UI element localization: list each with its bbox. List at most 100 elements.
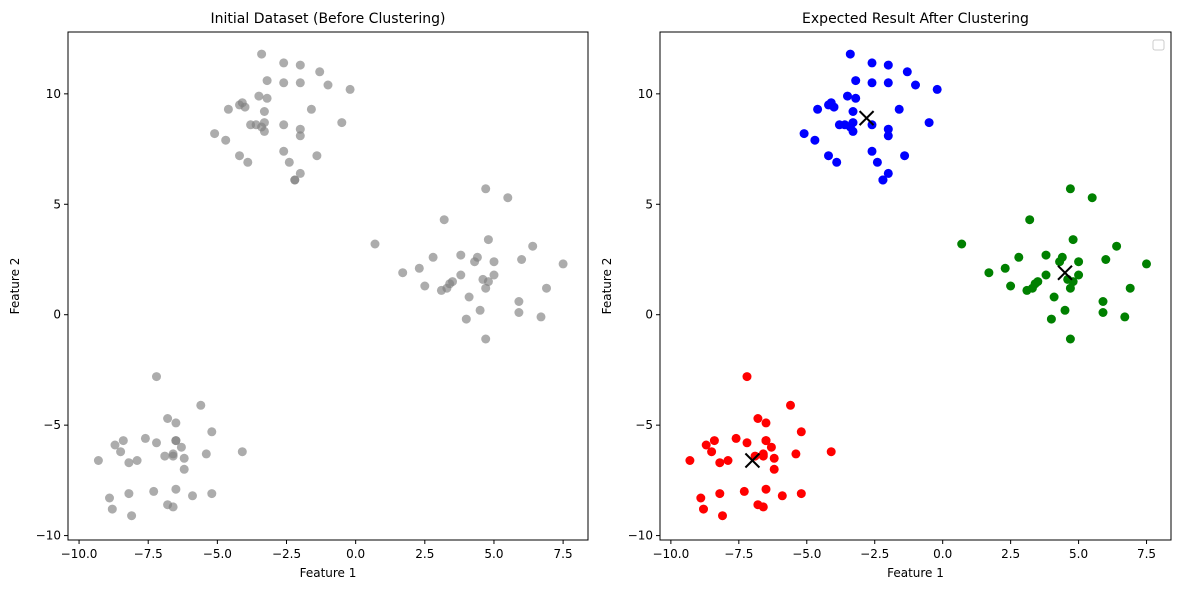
x-tick-label: 5.0 xyxy=(1069,547,1088,561)
data-point xyxy=(470,257,480,267)
data-point xyxy=(517,255,527,264)
y-tick-label: 5 xyxy=(53,197,61,211)
x-tick-label: −7.5 xyxy=(724,547,753,561)
data-point xyxy=(872,157,882,167)
data-point xyxy=(761,418,771,428)
chart-panel-1: −10.0 −7.5 −5.0 −2.5 0.0 2.5 5.0 7.5 −10 −5 0 5 10 In… xyxy=(8,11,589,580)
data-point xyxy=(766,442,776,452)
data-point xyxy=(758,451,768,461)
data-point xyxy=(1074,270,1084,280)
data-point xyxy=(176,442,186,452)
data-point xyxy=(834,120,844,130)
data-point xyxy=(1046,314,1056,324)
data-point xyxy=(428,252,438,262)
y-tick-label: 10 xyxy=(46,87,61,101)
x-tick-label: −2.5 xyxy=(272,547,301,561)
data-point xyxy=(826,447,836,457)
x-tick-label: 5.0 xyxy=(484,547,503,561)
data-point xyxy=(295,131,305,141)
data-point xyxy=(932,84,942,94)
y-tick-label: 5 xyxy=(645,197,653,211)
x-axis-label: Feature 1 xyxy=(887,566,944,580)
data-point xyxy=(489,270,499,280)
data-point xyxy=(279,120,289,130)
data-point xyxy=(1006,281,1016,291)
data-point xyxy=(118,436,128,446)
data-point xyxy=(235,151,244,161)
data-point xyxy=(237,447,247,457)
y-tick-label: 0 xyxy=(645,308,653,322)
data-point xyxy=(685,456,695,465)
data-point xyxy=(796,489,806,499)
data-point xyxy=(718,511,727,521)
data-point xyxy=(845,49,855,59)
data-point xyxy=(1065,184,1075,194)
data-point xyxy=(1025,215,1035,225)
y-tick-label: −10 xyxy=(36,529,61,543)
data-point xyxy=(207,489,217,499)
x-axis-label: Feature 1 xyxy=(300,566,357,580)
data-point xyxy=(420,281,430,291)
data-point xyxy=(116,447,126,457)
x-tick-label: 7.5 xyxy=(554,547,573,561)
data-point xyxy=(461,314,471,324)
x-tick-label: 0.0 xyxy=(346,547,365,561)
data-point xyxy=(739,486,749,496)
data-point xyxy=(796,427,806,437)
data-point xyxy=(481,283,491,293)
data-point xyxy=(168,451,178,461)
series-1 xyxy=(799,49,942,185)
data-point xyxy=(1049,292,1059,302)
data-point xyxy=(810,135,820,145)
data-point xyxy=(902,67,912,77)
x-tick-label: −5.0 xyxy=(792,547,821,561)
axes-frame xyxy=(659,31,1172,541)
data-point xyxy=(851,76,861,86)
data-point xyxy=(1142,259,1151,269)
data-point xyxy=(761,484,771,494)
data-point xyxy=(149,486,159,496)
data-point xyxy=(911,80,920,90)
data-point xyxy=(769,453,779,463)
data-point xyxy=(1068,235,1078,245)
data-point xyxy=(558,259,568,269)
data-point xyxy=(851,93,861,103)
data-point xyxy=(883,78,893,88)
data-point xyxy=(848,126,858,136)
data-point xyxy=(900,151,910,161)
data-point xyxy=(883,124,893,134)
data-point xyxy=(843,91,852,101)
data-point xyxy=(439,215,449,225)
data-point xyxy=(1000,263,1010,273)
data-point xyxy=(290,175,300,185)
data-point xyxy=(867,146,877,156)
chart-panel-2: −10.0 −7.5 −5.0 −2.5 0.0 2.5 5.0 7.5 −10 −5 0 5 10 Ex… xyxy=(600,11,1172,580)
chart-title: Expected Result After Clustering xyxy=(802,11,1029,27)
data-point xyxy=(107,504,117,514)
data-point xyxy=(456,250,466,260)
data-point xyxy=(867,58,877,68)
data-point xyxy=(279,78,289,88)
data-point xyxy=(878,175,888,185)
data-point xyxy=(483,235,493,245)
axes-frame xyxy=(67,31,589,541)
data-point xyxy=(284,157,294,167)
data-point xyxy=(731,433,741,443)
y-tick-label: −10 xyxy=(628,529,653,543)
x-tick-label: −10.0 xyxy=(61,547,98,561)
data-point xyxy=(337,118,347,128)
data-point xyxy=(883,131,893,141)
x-tick-label: 7.5 xyxy=(1137,547,1156,561)
y-tick-label: −5 xyxy=(635,418,653,432)
data-point xyxy=(750,451,760,461)
x-tick-label: −5.0 xyxy=(203,547,232,561)
data-point xyxy=(257,49,267,59)
data-point xyxy=(528,241,538,251)
data-point xyxy=(481,184,491,194)
series-2 xyxy=(957,184,1151,344)
data-point xyxy=(1055,257,1065,267)
data-point xyxy=(848,107,858,116)
x-tick-label: −10.0 xyxy=(652,547,689,561)
data-point xyxy=(295,124,305,134)
data-point xyxy=(1074,257,1084,267)
